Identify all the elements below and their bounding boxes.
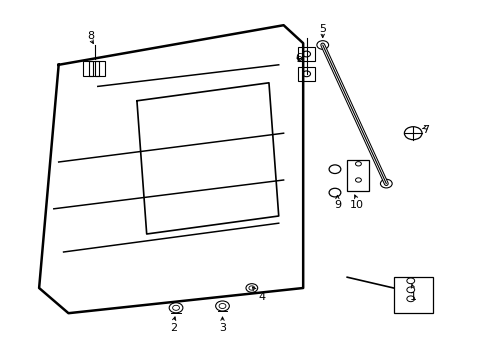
Text: 1: 1 <box>409 292 416 302</box>
Bar <box>95 61 104 76</box>
Circle shape <box>316 41 328 49</box>
Circle shape <box>380 179 391 188</box>
Text: 7: 7 <box>421 125 428 135</box>
Text: 2: 2 <box>170 323 177 333</box>
Text: 9: 9 <box>333 200 340 210</box>
Text: 3: 3 <box>219 323 225 333</box>
Bar <box>393 277 432 313</box>
Bar <box>89 61 99 76</box>
Text: 5: 5 <box>319 24 325 34</box>
Bar <box>298 47 315 61</box>
Bar <box>298 67 315 81</box>
Text: 6: 6 <box>294 53 301 63</box>
Text: 4: 4 <box>258 292 264 302</box>
Text: 8: 8 <box>87 31 94 41</box>
Bar <box>83 61 93 76</box>
Text: 10: 10 <box>349 200 363 210</box>
Bar <box>346 160 368 191</box>
